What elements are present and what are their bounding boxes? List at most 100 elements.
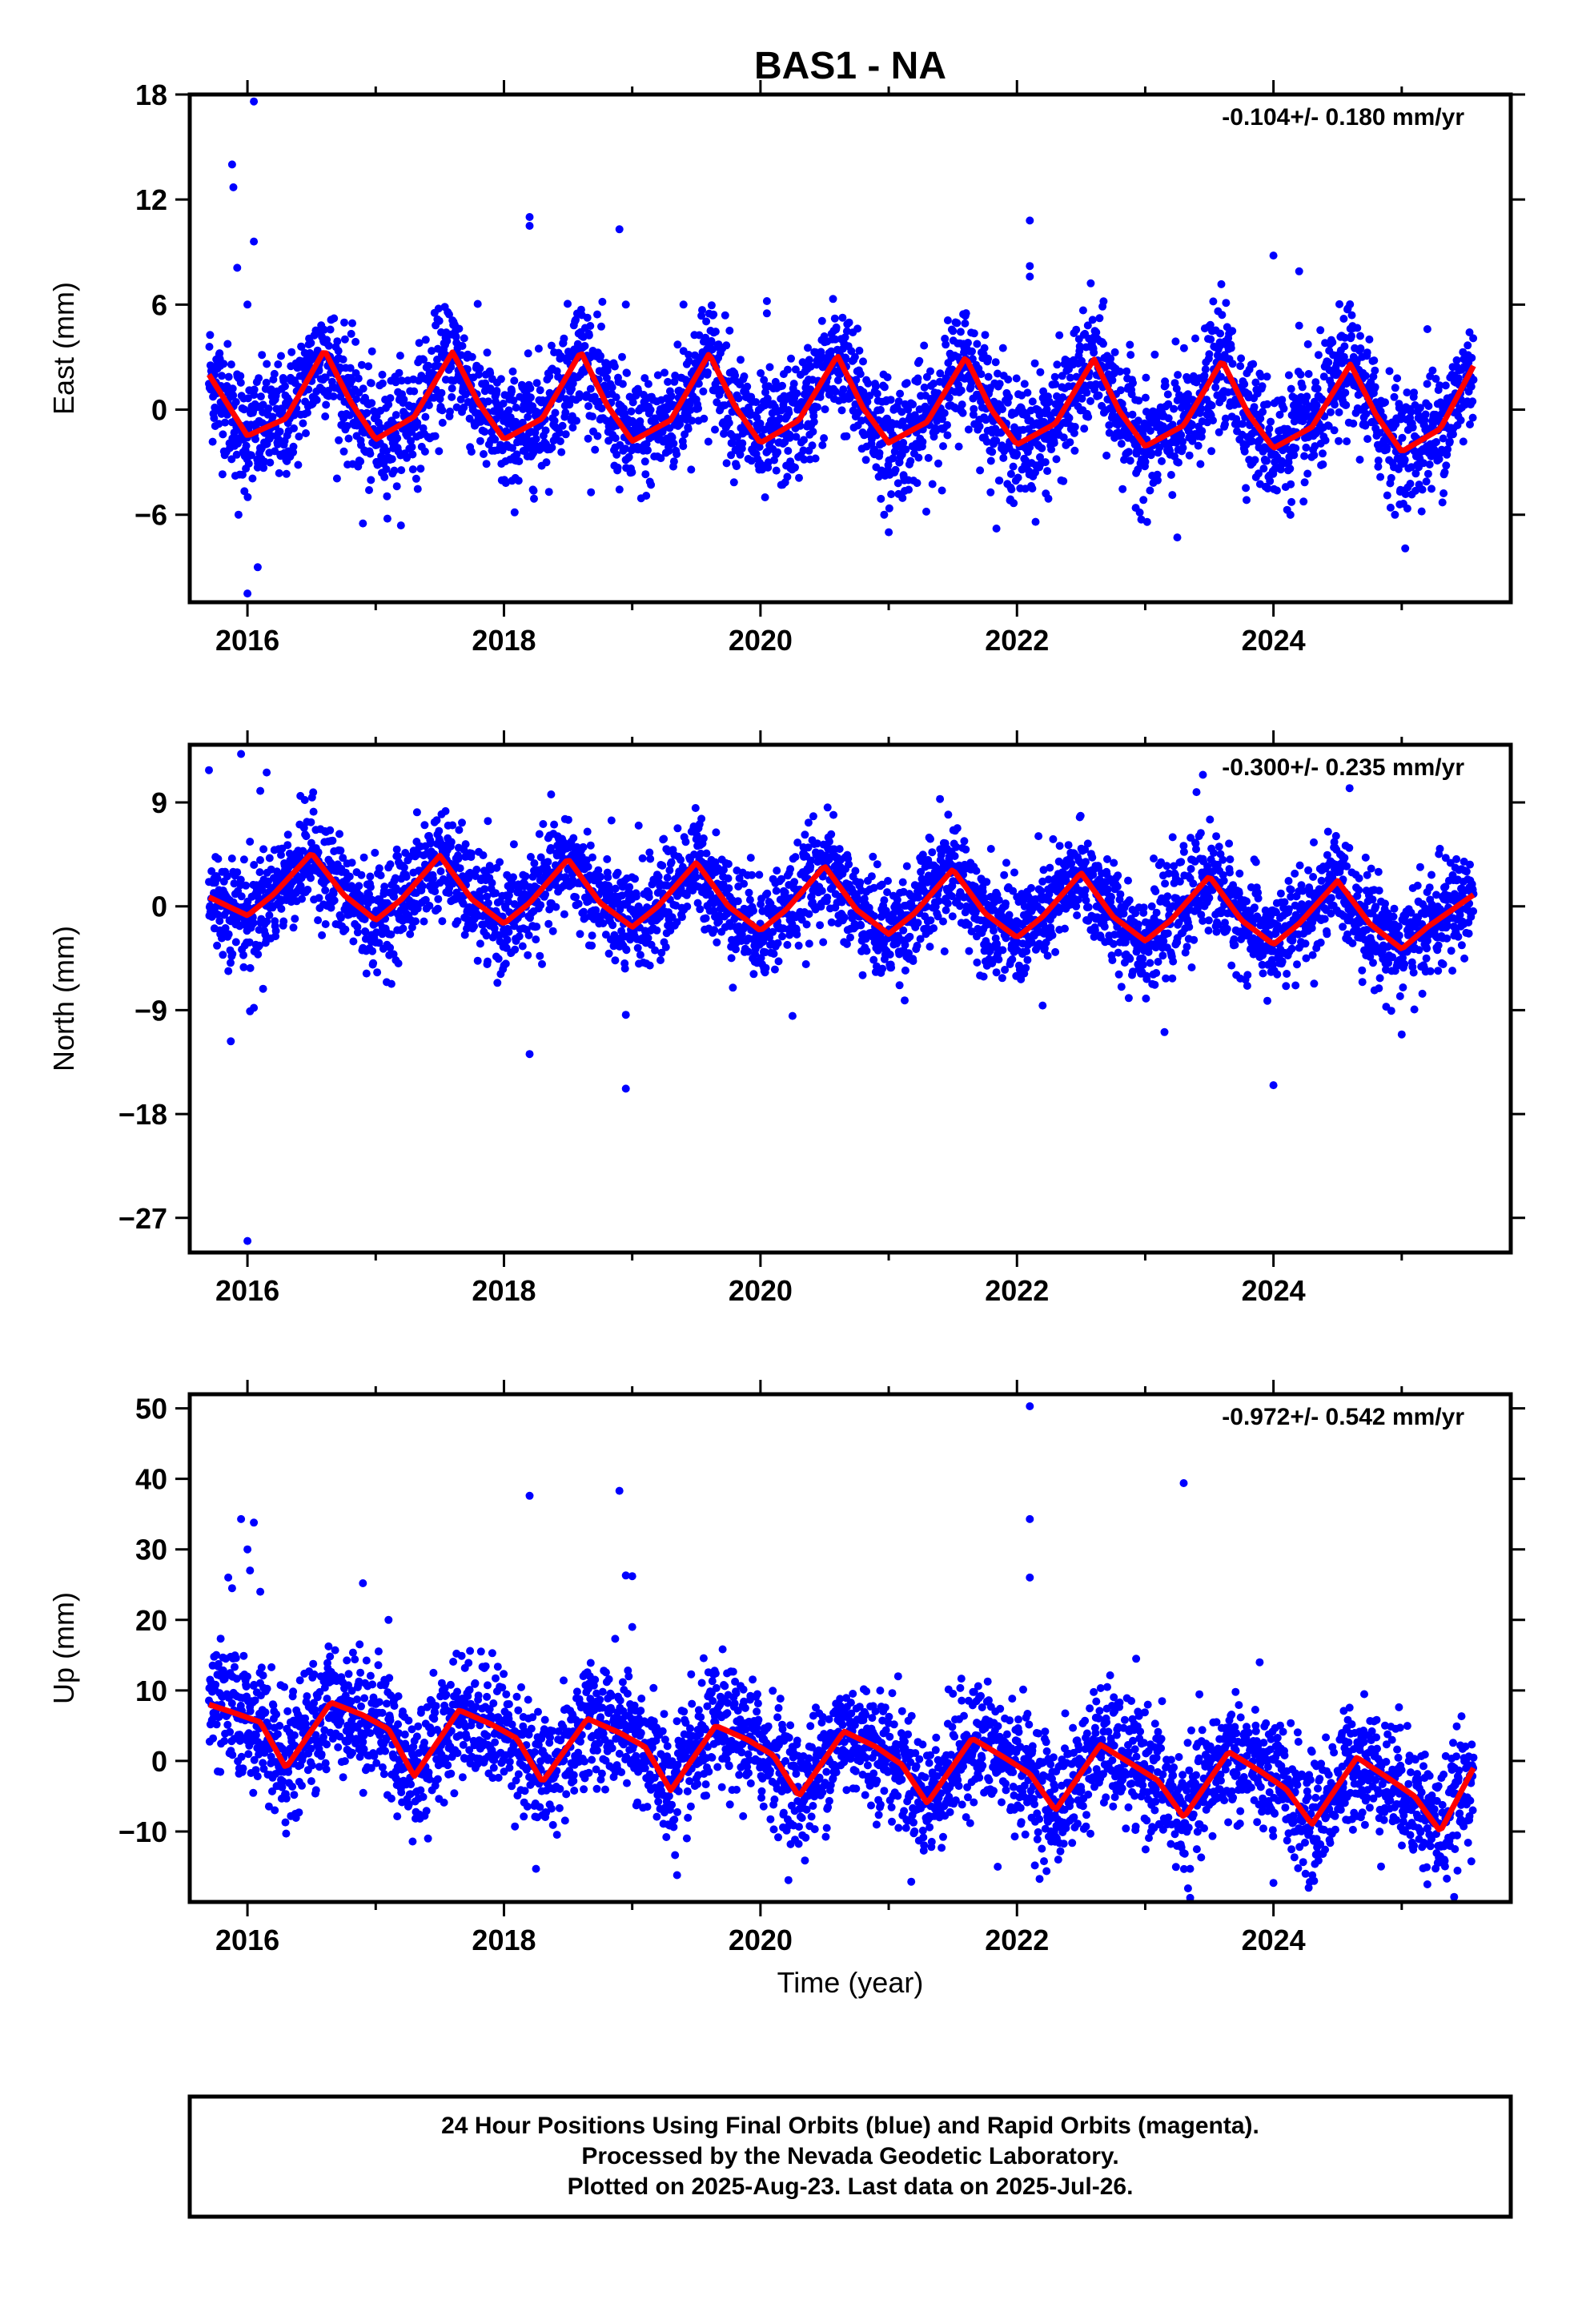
data-point — [722, 459, 731, 468]
data-point — [234, 510, 243, 519]
data-point — [583, 827, 592, 836]
data-point — [555, 428, 564, 437]
x-tick-label: 2018 — [472, 624, 536, 657]
data-point — [1347, 311, 1356, 320]
data-point — [575, 390, 584, 399]
data-point — [535, 830, 544, 838]
data-point — [1139, 496, 1148, 505]
data-point — [633, 943, 642, 952]
data-point — [496, 858, 504, 866]
data-point — [891, 465, 900, 474]
data-point — [661, 368, 669, 377]
data-point — [725, 419, 733, 427]
data-point — [434, 895, 443, 903]
data-point — [1044, 494, 1053, 503]
data-point — [1209, 416, 1217, 424]
data-point — [1154, 476, 1162, 485]
data-point — [1196, 460, 1205, 468]
data-point — [1020, 380, 1029, 388]
data-point — [544, 858, 552, 866]
data-point — [984, 354, 993, 363]
data-point — [420, 917, 428, 926]
data-point — [970, 404, 978, 413]
data-point — [1207, 401, 1216, 410]
data-point — [334, 347, 343, 356]
data-point — [359, 519, 367, 528]
data-point — [494, 955, 503, 963]
data-point — [418, 882, 427, 891]
data-point — [396, 352, 404, 360]
data-point — [1313, 384, 1322, 393]
data-point — [641, 470, 650, 479]
data-point — [700, 414, 709, 423]
data-point — [580, 342, 589, 350]
data-point — [1287, 480, 1295, 489]
data-point — [747, 456, 756, 465]
data-point — [1129, 379, 1137, 388]
y-tick-label: 6 — [151, 288, 167, 321]
data-point — [330, 314, 339, 323]
data-point — [692, 873, 701, 882]
data-point — [367, 399, 376, 408]
data-point — [460, 334, 468, 343]
data-point — [290, 424, 298, 432]
data-point — [652, 926, 661, 935]
data-point — [1110, 348, 1119, 356]
data-point — [1163, 390, 1172, 399]
data-point — [645, 961, 654, 970]
data-point — [496, 375, 505, 384]
data-point — [1010, 499, 1018, 508]
data-point — [265, 854, 274, 862]
data-point — [480, 450, 488, 458]
data-point — [368, 947, 377, 955]
data-point — [1418, 485, 1427, 494]
data-point — [669, 439, 678, 448]
data-point — [667, 392, 676, 400]
data-point — [215, 349, 224, 358]
data-point — [1124, 448, 1133, 456]
data-point — [561, 408, 570, 417]
data-point — [839, 385, 848, 394]
data-point — [1251, 456, 1259, 464]
data-point — [458, 818, 466, 827]
data-point — [628, 468, 636, 476]
data-point — [435, 447, 444, 456]
data-point — [508, 387, 516, 396]
data-point — [724, 874, 733, 883]
data-point — [512, 404, 520, 412]
data-point — [438, 406, 447, 415]
data-point — [510, 376, 519, 385]
data-point — [909, 400, 917, 408]
data-point — [355, 882, 363, 891]
data-point — [733, 897, 742, 906]
data-point — [1102, 451, 1111, 460]
data-point — [623, 368, 631, 377]
data-point — [968, 347, 976, 356]
data-point — [930, 380, 938, 388]
data-point — [1422, 477, 1431, 486]
data-point — [593, 432, 602, 440]
data-point — [962, 309, 970, 318]
data-point — [1295, 267, 1303, 275]
data-point — [1026, 262, 1034, 271]
data-point — [995, 476, 1004, 485]
data-point — [631, 875, 639, 883]
data-point — [256, 856, 264, 864]
data-point — [945, 393, 954, 402]
data-point — [492, 387, 501, 395]
data-point — [401, 410, 410, 419]
data-point — [233, 263, 242, 272]
data-point — [926, 367, 934, 376]
data-point — [713, 398, 721, 407]
data-point — [544, 488, 553, 497]
data-point — [476, 364, 484, 373]
data-point — [1335, 436, 1343, 445]
data-point — [887, 490, 896, 499]
data-point — [446, 407, 454, 416]
data-point — [340, 335, 349, 344]
data-point — [326, 826, 335, 834]
data-point — [721, 311, 729, 320]
data-point — [665, 447, 673, 456]
data-point — [1424, 402, 1433, 410]
data-point — [873, 389, 881, 398]
